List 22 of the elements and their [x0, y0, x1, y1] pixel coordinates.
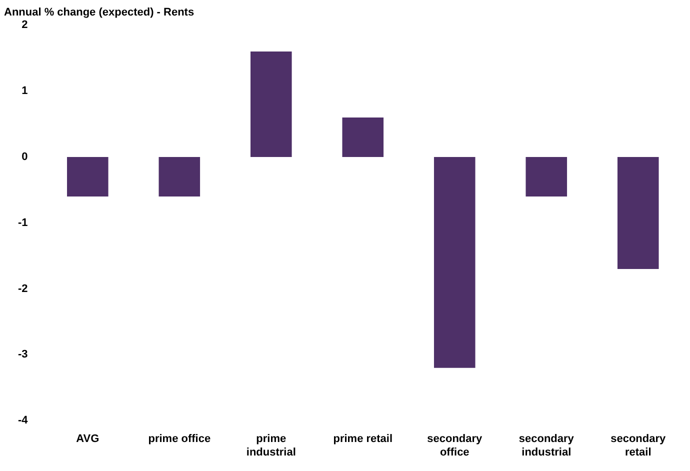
bar — [617, 157, 659, 270]
bar — [434, 157, 476, 368]
y-tick-label: -4 — [18, 414, 29, 427]
chart-title: Annual % change (expected) - Rents — [4, 6, 194, 19]
x-tick-label: AVG — [76, 433, 100, 446]
bar — [158, 157, 200, 197]
x-tick-label: secondary industrial — [518, 433, 575, 458]
x-tick-label: prime industrial — [246, 433, 296, 458]
y-tick-label: -1 — [18, 216, 28, 229]
x-tick-label: secondary office — [427, 433, 484, 458]
x-tick-label: prime office — [148, 433, 211, 446]
y-tick-label: -3 — [18, 348, 28, 361]
y-tick-label: -2 — [18, 282, 28, 295]
bar — [526, 157, 568, 197]
x-tick-label: secondary retail — [610, 433, 667, 458]
x-tick-label: prime retail — [333, 433, 393, 446]
bar — [67, 157, 108, 197]
bar — [342, 117, 384, 157]
y-tick-label: 1 — [22, 85, 28, 98]
y-tick-label: 0 — [22, 151, 28, 164]
bar — [250, 52, 292, 157]
y-tick-label: 2 — [22, 19, 28, 32]
